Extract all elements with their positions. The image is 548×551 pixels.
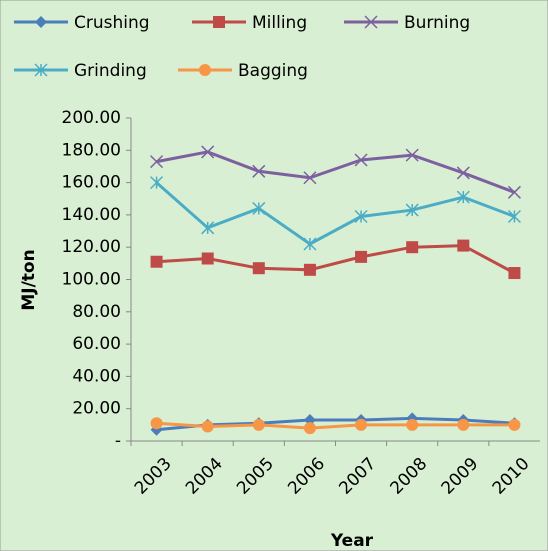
data-point xyxy=(303,171,317,185)
y-tick-label: 200.00 xyxy=(62,108,121,128)
data-point xyxy=(405,203,419,217)
data-point xyxy=(354,209,368,224)
data-point xyxy=(303,422,316,435)
data-point xyxy=(405,148,419,162)
legend-label: Milling xyxy=(252,13,307,33)
y-tick-label: 40.00 xyxy=(72,366,121,386)
data-point xyxy=(508,418,521,431)
data-point xyxy=(508,267,521,280)
data-point xyxy=(303,263,316,276)
y-tick-label: 160.00 xyxy=(62,173,121,193)
y-tick-label: 120.00 xyxy=(62,237,121,257)
y-tick-label: 140.00 xyxy=(62,205,121,225)
data-point xyxy=(150,255,163,268)
y-tick-label: 180.00 xyxy=(62,140,121,160)
legend-marker xyxy=(34,63,48,77)
data-point xyxy=(406,241,419,254)
series-line xyxy=(156,150,515,194)
data-point xyxy=(507,185,521,199)
y-tick-label: 100.00 xyxy=(62,270,121,290)
legend-marker xyxy=(213,16,225,28)
data-point xyxy=(456,166,470,180)
data-point xyxy=(201,145,215,159)
legend-label: Bagging xyxy=(238,61,308,81)
data-point xyxy=(201,420,214,433)
data-point xyxy=(456,190,470,204)
data-point xyxy=(150,176,164,190)
series-line xyxy=(156,416,515,432)
data-point xyxy=(150,417,163,430)
data-point xyxy=(303,237,317,251)
legend-label: Crushing xyxy=(74,13,150,33)
y-tick-label: 20.00 xyxy=(72,399,121,419)
y-axis-label: MJ/ton xyxy=(19,249,39,310)
legend-marker xyxy=(35,16,47,28)
data-point xyxy=(201,252,214,265)
series-line xyxy=(156,421,515,430)
data-point xyxy=(406,418,419,431)
data-point xyxy=(201,221,215,235)
data-point xyxy=(252,164,266,178)
series-line xyxy=(156,244,516,275)
data-point xyxy=(507,209,521,224)
y-tick-label: - xyxy=(115,431,121,451)
y-tick-label: 80.00 xyxy=(72,302,121,322)
data-point xyxy=(150,155,164,169)
data-point xyxy=(355,418,368,431)
x-axis-label: Year xyxy=(330,531,374,551)
data-point xyxy=(457,239,470,252)
y-tick-label: 60.00 xyxy=(72,334,121,354)
data-point xyxy=(355,250,368,263)
data-point xyxy=(252,201,266,215)
data-point xyxy=(457,418,470,431)
data-point xyxy=(354,153,368,167)
data-point xyxy=(252,262,265,275)
legend-label: Burning xyxy=(404,13,470,33)
legend-marker xyxy=(364,15,378,29)
legend-marker xyxy=(199,64,211,76)
series-line xyxy=(155,181,515,246)
legend-label: Grinding xyxy=(74,61,147,81)
data-point xyxy=(252,418,265,431)
